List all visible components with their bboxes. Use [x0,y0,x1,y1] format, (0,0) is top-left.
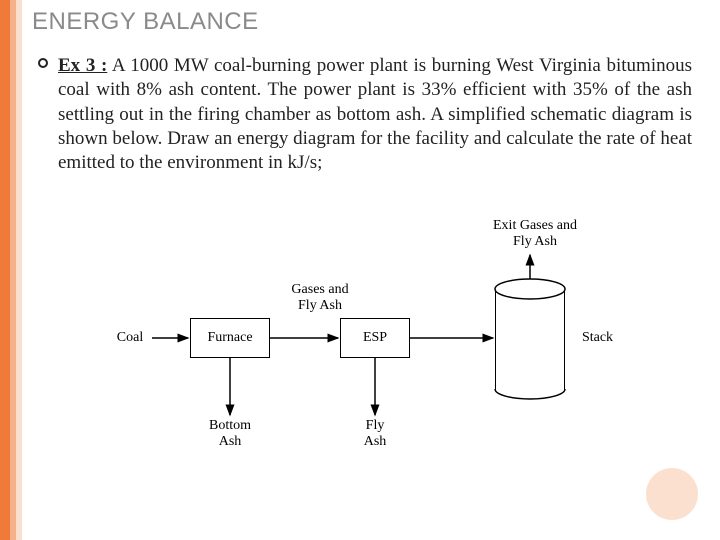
node-furnace: Furnace [190,318,270,358]
node-esp: ESP [340,318,410,358]
label-exit_label: Exit Gases and Fly Ash [480,218,590,252]
problem-body: A 1000 MW coal-burning power plant is bu… [58,55,692,173]
label-bottom_label: Bottom Ash [200,418,260,452]
stripe-1 [0,0,10,540]
label-fly_label: Fly Ash [355,418,395,452]
label-gases_label: Gases and Fly Ash [280,282,360,316]
label-coal_label: Coal [110,330,150,348]
stripe-4 [20,0,22,540]
flow-diagram: Coal Furnace ESPGases and Fly Ash Bottom As… [100,220,660,480]
label-stack_label: Stack [575,330,620,348]
page-title: ENERGY BALANCE [32,8,259,36]
node-stack [495,290,565,390]
accent-stripes [0,0,22,540]
accent-circle [646,468,698,520]
problem-text: Ex 3 : A 1000 MW coal-burning power plan… [58,54,692,176]
bullet-icon [38,58,48,68]
problem-label: Ex 3 : [58,55,107,76]
